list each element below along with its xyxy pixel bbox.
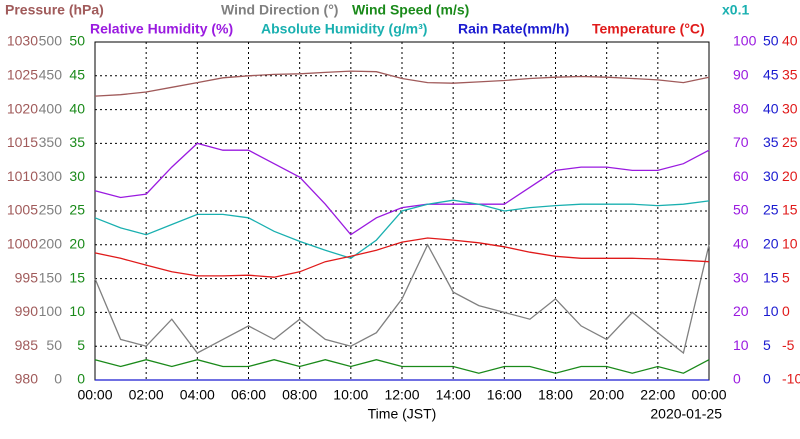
y-tick-label: 10	[763, 303, 779, 319]
y-tick-label: 50	[69, 33, 85, 49]
y-tick-label: 30	[782, 100, 798, 116]
y-tick-label: 0	[77, 371, 85, 387]
series-line	[94, 142, 710, 236]
y-tick-label: 25	[763, 202, 779, 218]
y-tick-label: 400	[39, 100, 63, 116]
y-tick-label: -10	[782, 371, 800, 387]
y-tick-label: 40	[782, 33, 798, 49]
y-tick-label: 40	[763, 100, 779, 116]
y-tick-label: 20	[733, 303, 749, 319]
x-tick-label: 14:00	[436, 387, 471, 403]
legend-label: Relative Humidity (%)	[90, 21, 233, 37]
y-tick-label: 1015	[7, 134, 38, 150]
y-tick-label: 0	[763, 371, 771, 387]
y-tick-label: 30	[69, 168, 85, 184]
y-tick-label: 990	[15, 303, 39, 319]
y-tick-label: 1020	[7, 100, 38, 116]
y-tick-label: 995	[15, 269, 39, 285]
legend-label: Wind Speed (m/s)	[352, 2, 469, 18]
legend-label: Rain Rate(mm/h)	[458, 21, 569, 37]
series-line	[94, 70, 710, 97]
y-tick-label: 60	[733, 168, 749, 184]
y-tick-label: 1005	[7, 202, 38, 218]
y-tick-label: 5	[782, 269, 790, 285]
y-tick-label: 5	[763, 337, 771, 353]
y-tick-label: 200	[39, 236, 63, 252]
y-tick-label: 300	[39, 168, 63, 184]
y-tick-label: 35	[69, 134, 85, 150]
y-tick-label: 985	[15, 337, 39, 353]
y-tick-label: 100	[733, 33, 757, 49]
y-tick-label: 15	[782, 202, 798, 218]
y-tick-label: 1025	[7, 67, 38, 83]
y-tick-label: -5	[782, 337, 795, 353]
y-tick-label: 10	[782, 236, 798, 252]
y-tick-label: 20	[69, 236, 85, 252]
y-tick-label: 100	[39, 303, 63, 319]
y-tick-label: 90	[733, 67, 749, 83]
y-tick-label: 1030	[7, 33, 38, 49]
y-tick-label: 250	[39, 202, 63, 218]
x-tick-label: 06:00	[231, 387, 266, 403]
series-line	[94, 243, 710, 355]
scale-note: x0.1	[722, 2, 749, 18]
y-tick-label: 30	[763, 168, 779, 184]
y-tick-label: 20	[763, 236, 779, 252]
y-tick-label: 5	[77, 337, 85, 353]
legend-label: Absolute Humidity (g/m³)	[261, 21, 427, 37]
y-tick-label: 20	[782, 168, 798, 184]
y-tick-label: 70	[733, 134, 749, 150]
y-tick-label: 50	[763, 33, 779, 49]
y-tick-label: 980	[15, 371, 39, 387]
x-tick-label: 20:00	[589, 387, 624, 403]
y-tick-label: 15	[763, 269, 779, 285]
y-tick-label: 0	[733, 371, 741, 387]
y-tick-label: 500	[39, 33, 63, 49]
x-tick-label: 04:00	[180, 387, 215, 403]
series-line	[94, 237, 710, 278]
y-tick-label: 150	[39, 269, 63, 285]
x-tick-label: 10:00	[333, 387, 368, 403]
y-tick-label: 35	[763, 134, 779, 150]
legend-label: Temperature (°C)	[592, 21, 705, 37]
y-tick-label: 1010	[7, 168, 38, 184]
y-tick-label: 0	[54, 371, 62, 387]
x-tick-label: 08:00	[282, 387, 317, 403]
series-line	[94, 359, 710, 374]
x-tick-label: 02:00	[129, 387, 164, 403]
series-line	[94, 199, 710, 260]
y-tick-label: 45	[763, 67, 779, 83]
x-tick-label: 16:00	[487, 387, 522, 403]
y-tick-label: 25	[782, 134, 798, 150]
y-tick-label: 50	[733, 202, 749, 218]
y-tick-label: 80	[733, 100, 749, 116]
y-tick-label: 450	[39, 67, 63, 83]
x-tick-label: 12:00	[384, 387, 419, 403]
y-tick-label: 0	[782, 303, 790, 319]
y-tick-label: 25	[69, 202, 85, 218]
y-tick-label: 10	[69, 303, 85, 319]
y-tick-label: 40	[733, 236, 749, 252]
y-tick-label: 40	[69, 100, 85, 116]
x-tick-label: 00:00	[77, 387, 112, 403]
y-tick-label: 10	[733, 337, 749, 353]
y-tick-label: 350	[39, 134, 63, 150]
y-tick-label: 1000	[7, 236, 38, 252]
y-tick-label: 15	[69, 269, 85, 285]
date-label: 2020-01-25	[650, 406, 722, 422]
x-axis-label: Time (JST)	[368, 406, 437, 422]
x-tick-label: 00:00	[691, 387, 726, 403]
y-tick-label: 35	[782, 67, 798, 83]
x-tick-label: 22:00	[640, 387, 675, 403]
y-tick-label: 50	[46, 337, 62, 353]
legend-label: Wind Direction (°)	[221, 2, 338, 18]
y-tick-label: 30	[733, 269, 749, 285]
x-tick-label: 18:00	[538, 387, 573, 403]
y-tick-label: 45	[69, 67, 85, 83]
legend-label: Pressure (hPa)	[5, 2, 104, 18]
